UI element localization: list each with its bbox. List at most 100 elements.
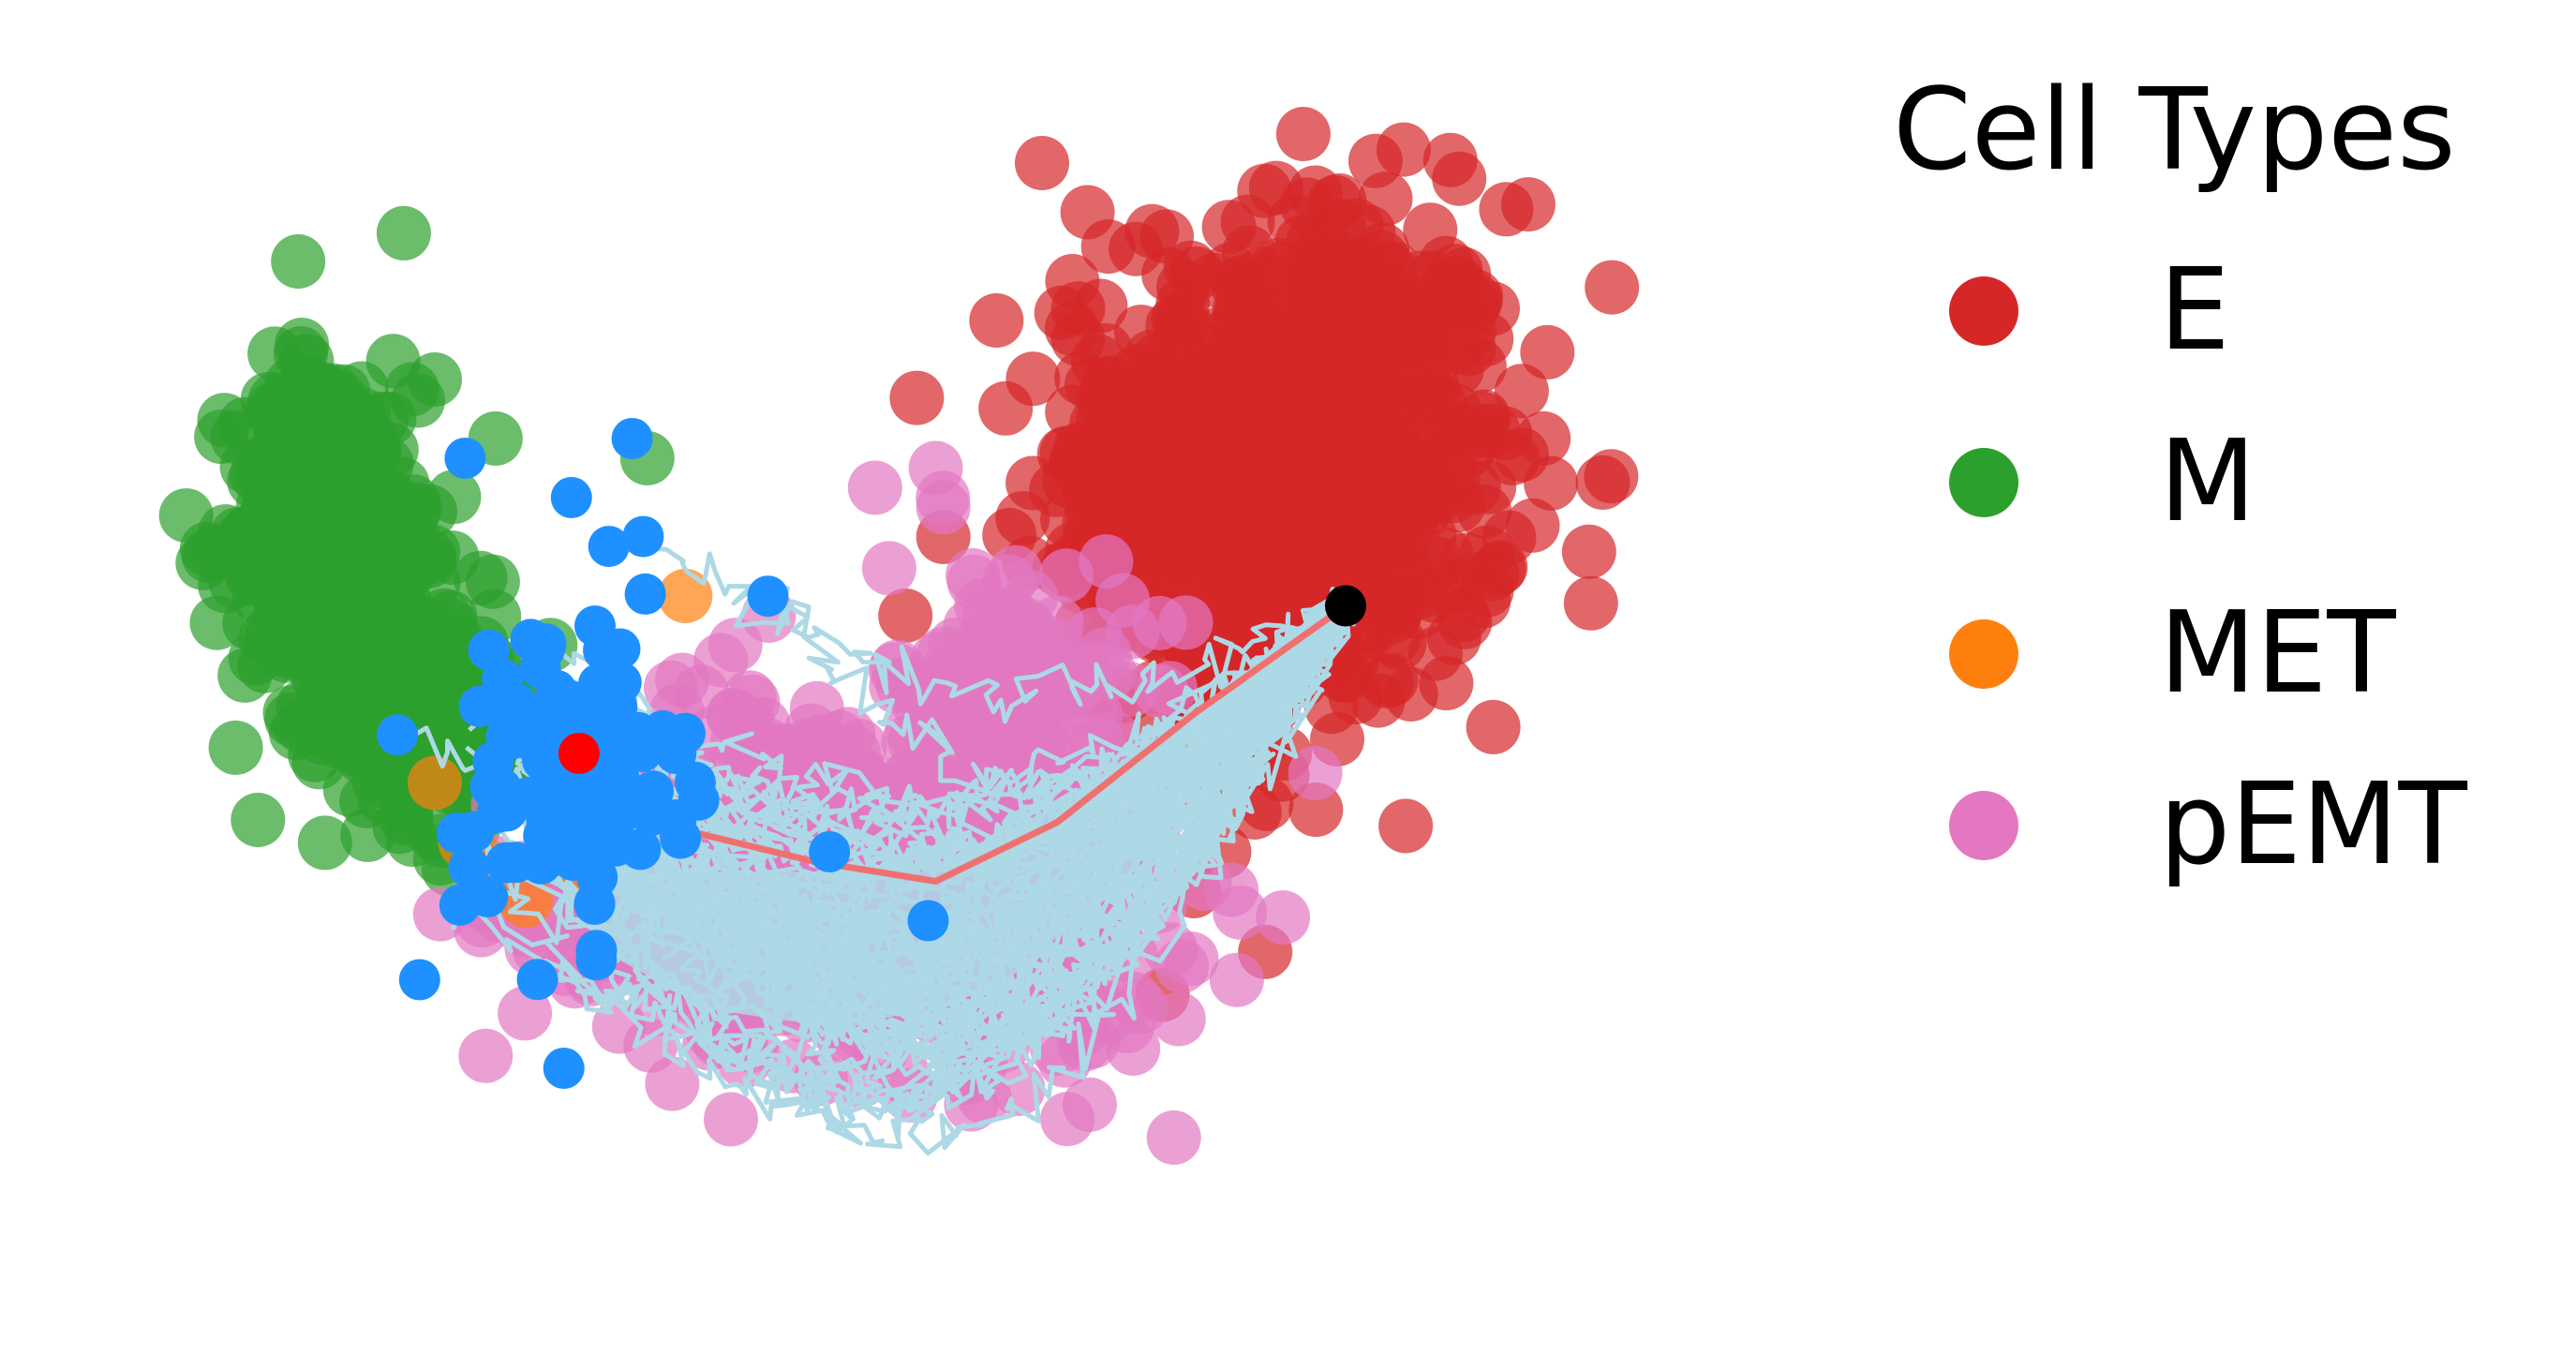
trajectory-endpoint (516, 959, 558, 1001)
series-E (878, 107, 1640, 1022)
point-E (1155, 277, 1211, 333)
point-E (889, 370, 945, 425)
trajectory-endpoint (486, 695, 529, 737)
point-pEMT (954, 578, 1009, 633)
point-pEMT (1164, 931, 1219, 987)
legend-title: Cell Types (1893, 66, 2456, 196)
legend: Cell Types E M MET pEMT (1893, 75, 2568, 911)
point-M (240, 372, 295, 426)
point-E (1563, 575, 1618, 631)
point-E (1454, 392, 1510, 446)
trajectory-endpoint (809, 831, 851, 872)
point-E (1015, 136, 1069, 190)
point-M (386, 474, 440, 529)
trajectory-endpoint (574, 605, 616, 648)
scatter-plot (158, 107, 1640, 1165)
point-E (1520, 324, 1575, 380)
trajectory-endpoint (575, 930, 618, 972)
point-E (1224, 473, 1279, 529)
point-E (1237, 163, 1292, 218)
trajectory-endpoint (398, 959, 440, 1001)
point-M (408, 352, 462, 407)
trajectory-endpoint (377, 714, 419, 756)
point-pEMT (1040, 1092, 1095, 1147)
point-E (1575, 454, 1630, 510)
trajectory-endpoint (468, 629, 510, 671)
point-E (969, 293, 1024, 348)
point-E (1389, 425, 1444, 480)
point-M (275, 605, 331, 661)
trajectory-endpoint (674, 761, 716, 803)
trajectory-endpoint (439, 884, 481, 926)
legend-label: M (2159, 416, 2256, 547)
point-E (1392, 585, 1447, 640)
point-M (362, 392, 417, 446)
trajectory-endpoint (600, 662, 642, 704)
point-pEMT (1209, 952, 1264, 1007)
point-M (319, 620, 374, 676)
point-E (1500, 177, 1556, 232)
point-E (1431, 478, 1486, 533)
point-E (1494, 364, 1549, 419)
point-E (1060, 185, 1115, 240)
point-pEMT (1146, 1110, 1201, 1165)
point-M (220, 521, 275, 576)
point-E (1403, 202, 1458, 258)
point-M (271, 431, 326, 485)
point-pEMT (1015, 706, 1070, 761)
point-pEMT (1213, 885, 1268, 940)
point-pEMT (655, 652, 710, 707)
trajectory-endpoint (631, 795, 673, 836)
legend-swatch (1949, 618, 2018, 689)
point-E (1320, 437, 1376, 492)
trajectory-endpoint (564, 797, 606, 840)
trajectory-endpoint (588, 526, 630, 568)
point-E (1585, 260, 1640, 315)
point-E (1136, 511, 1191, 566)
point-E (1452, 338, 1507, 394)
trajectory-endpoint (624, 573, 666, 615)
point-pEMT (916, 480, 971, 535)
point-E (1466, 699, 1521, 754)
legend-label: E (2159, 245, 2230, 376)
point-pEMT (1256, 890, 1311, 946)
series-M (158, 205, 675, 897)
trajectory-endpoint (550, 477, 592, 518)
point-E (1459, 563, 1514, 618)
legend-swatch (1949, 790, 2018, 860)
legend-items: E M MET pEMT (1893, 225, 2568, 911)
point-M (320, 521, 376, 576)
point-E (1122, 464, 1177, 519)
point-E (1419, 656, 1474, 711)
point-E (1040, 492, 1094, 547)
trajectory-endpoint (543, 1048, 585, 1089)
point-E (1288, 165, 1343, 220)
point-M (366, 600, 422, 655)
legend-item-M: M (1893, 396, 2568, 568)
point-E (1288, 299, 1344, 354)
point-M (376, 205, 431, 261)
point-M (231, 793, 286, 847)
point-E (1209, 415, 1264, 470)
point-E (1485, 431, 1541, 485)
trajectory-endpoint (747, 575, 789, 618)
point-E (1561, 524, 1616, 579)
trajectory-endpoint (444, 438, 486, 479)
point-E (978, 380, 1034, 436)
trajectory-endpoint (573, 884, 616, 925)
point-E (1251, 237, 1306, 292)
point-E (1394, 283, 1449, 338)
point-pEMT (1132, 595, 1187, 650)
point-pEMT (458, 1028, 514, 1083)
legend-label: pEMT (2159, 759, 2467, 890)
point-E (878, 588, 933, 643)
legend-item-MET: MET (1893, 568, 2568, 739)
mean-endpoint-marker (558, 733, 600, 774)
trajectory-endpoint (520, 842, 562, 885)
trajectory-endpoint (907, 900, 949, 942)
point-E (1428, 244, 1483, 298)
point-M (275, 318, 330, 372)
trajectory-endpoint (448, 846, 490, 888)
point-pEMT (704, 1092, 758, 1147)
point-M (219, 439, 275, 495)
